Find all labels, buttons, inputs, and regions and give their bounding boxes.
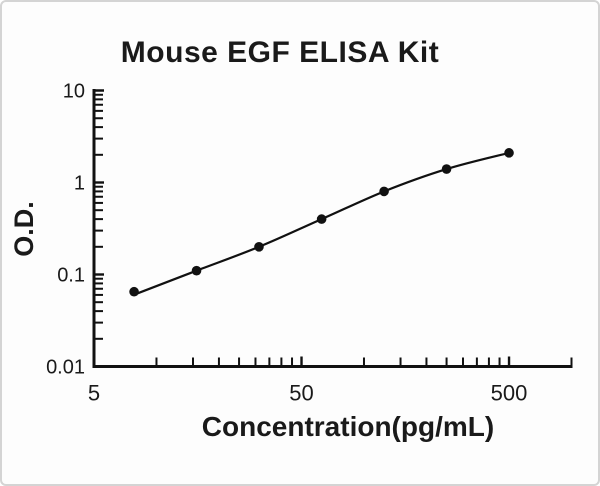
x-tick-label: 50 bbox=[289, 381, 313, 406]
data-point-marker bbox=[316, 214, 327, 224]
data-point-marker bbox=[254, 242, 264, 252]
data-point-marker bbox=[191, 265, 202, 276]
data-point-marker bbox=[379, 186, 389, 197]
y-tick-label: 0.01 bbox=[46, 357, 85, 379]
x-axis-label: Concentration(pg/mL) bbox=[201, 411, 495, 442]
data-point-marker bbox=[129, 286, 139, 297]
y-tick-label: 10 bbox=[63, 81, 85, 103]
x-tick-label: 500 bbox=[491, 381, 528, 406]
y-tick-label: 1 bbox=[74, 173, 85, 195]
data-point-marker bbox=[504, 148, 514, 158]
x-tick-label: 5 bbox=[88, 381, 100, 406]
chart-title: Mouse EGF ELISA Kit bbox=[120, 36, 440, 69]
data-point-marker bbox=[441, 164, 452, 174]
y-tick-label: 0.1 bbox=[57, 265, 85, 287]
